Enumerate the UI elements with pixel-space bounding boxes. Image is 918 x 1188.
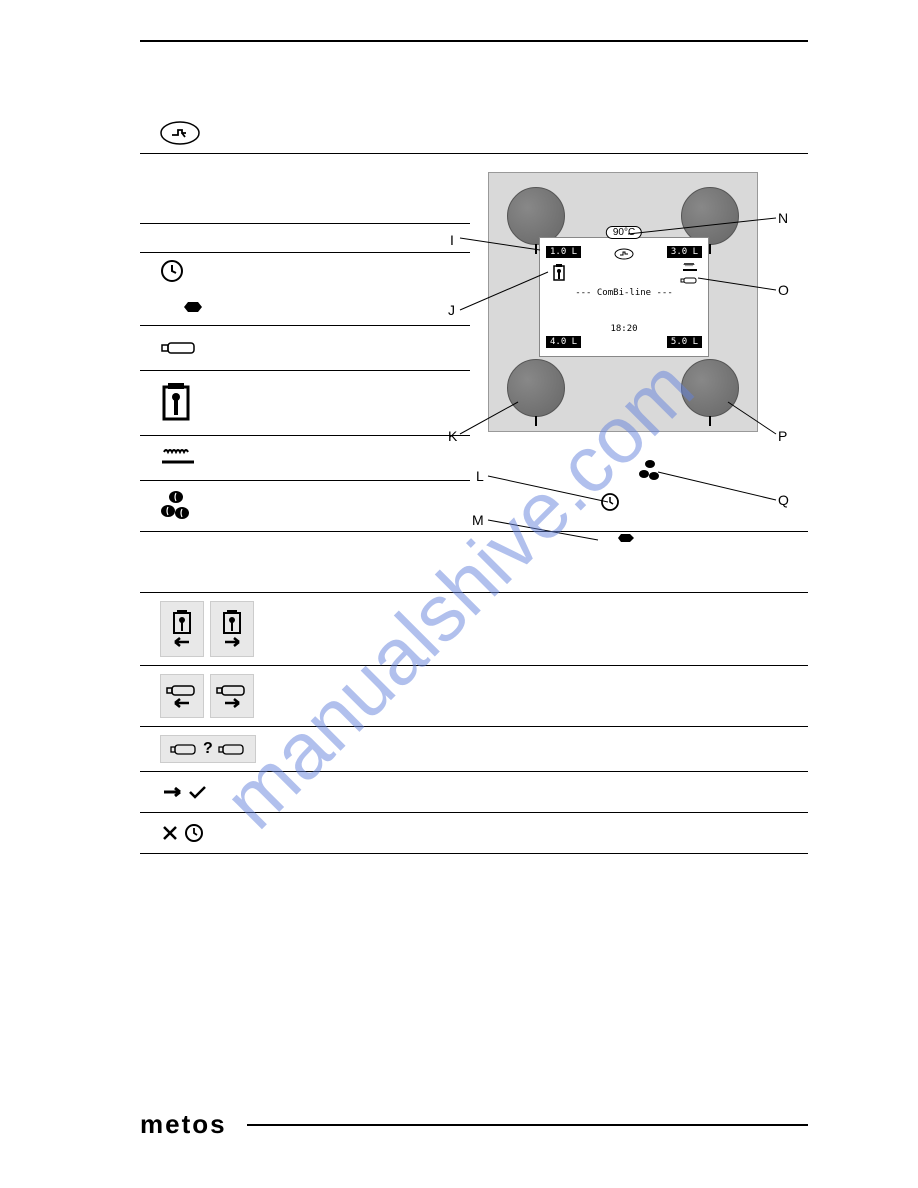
steam-icon: [140, 446, 230, 470]
display-tl: 1.0 L: [546, 246, 581, 258]
gap-big: [140, 532, 808, 592]
row-jar-buttons: [140, 593, 808, 665]
coffee-beans-icon: [140, 489, 230, 523]
row-x-clock: [140, 813, 808, 853]
floating-clock-icon: [600, 492, 620, 512]
temp-label: 90°C: [606, 226, 642, 239]
faucet-icon: [140, 121, 230, 145]
footer: metos: [140, 1109, 808, 1140]
logo: metos: [140, 1109, 227, 1140]
jar-left-button[interactable]: [160, 601, 204, 657]
callout-I: I: [450, 232, 454, 248]
display-tank-icon: [680, 276, 698, 284]
jar-icon: [140, 383, 230, 423]
jar-right-button[interactable]: [210, 601, 254, 657]
top-rule: [140, 40, 808, 42]
tank-left-button[interactable]: [160, 674, 204, 718]
tank-question-box: ?: [160, 735, 256, 763]
arrow-check-icon: [140, 783, 230, 801]
callout-L: L: [476, 468, 484, 484]
display-time: 18:20: [540, 324, 708, 334]
knob-bottom-left: [507, 359, 565, 417]
callout-N: N: [778, 210, 788, 226]
rule-13: [140, 853, 808, 854]
display-steam-icon: [682, 262, 698, 272]
callout-K: K: [448, 428, 457, 444]
display-bl: 4.0 L: [546, 336, 581, 348]
row-arrow-check: [140, 772, 808, 812]
display-jar-icon: [552, 264, 566, 282]
callout-O: O: [778, 282, 789, 298]
display-faucet-icon: [614, 248, 634, 260]
row-tank-question: ?: [140, 727, 808, 771]
row-faucet: [140, 112, 808, 154]
footer-rule: [247, 1124, 808, 1126]
row-steam: [140, 436, 808, 480]
floating-beans-icon: [638, 458, 660, 482]
callout-Q: Q: [778, 492, 789, 508]
knob-bottom-right: [681, 359, 739, 417]
row-tank-buttons: [140, 666, 808, 726]
callout-P: P: [778, 428, 787, 444]
clock-icon: [140, 259, 230, 283]
x-clock-icon: [140, 823, 230, 843]
spacer-row-1: [140, 154, 470, 224]
display-br: 5.0 L: [667, 336, 702, 348]
tank-icon: [140, 339, 230, 357]
callout-J: J: [448, 302, 455, 318]
floating-wrench-icon: [598, 530, 638, 546]
display-panel: 90°C 1.0 L 3.0 L 4.0 L 5.0 L --- ComBi-l…: [539, 237, 709, 357]
display-tr: 3.0 L: [667, 246, 702, 258]
tank-right-button[interactable]: [210, 674, 254, 718]
panel-body: 90°C 1.0 L 3.0 L 4.0 L 5.0 L --- ComBi-l…: [488, 172, 758, 432]
callout-M: M: [472, 512, 484, 528]
display-center-text: --- ComBi-line ---: [540, 288, 708, 298]
wrench-icon: [140, 297, 230, 317]
